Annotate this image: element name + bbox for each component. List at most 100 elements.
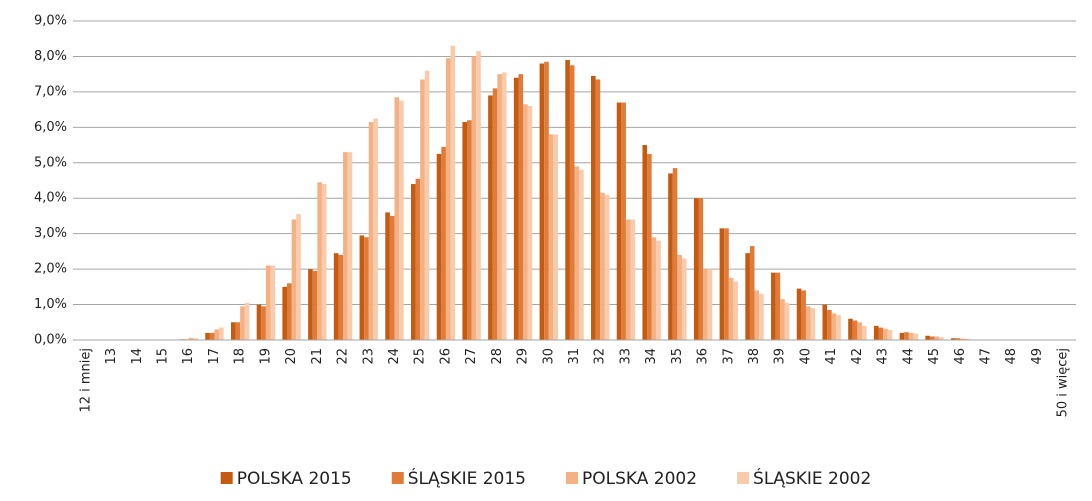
x-tick-label: 18 <box>233 348 248 365</box>
bar <box>518 74 524 341</box>
bar <box>488 95 493 340</box>
legend-label: POLSKA 2015 <box>237 469 352 489</box>
bar <box>780 299 785 340</box>
legend-swatch <box>391 472 404 484</box>
bar <box>501 72 507 341</box>
bar <box>553 134 558 340</box>
bar <box>951 338 956 340</box>
bar <box>733 281 739 340</box>
bar <box>569 65 575 341</box>
bar <box>373 118 378 340</box>
bar <box>244 302 250 340</box>
bar <box>565 59 570 340</box>
x-tick-label: 13 <box>104 348 119 365</box>
bar <box>287 283 292 340</box>
x-tick-label: 35 <box>670 348 685 365</box>
x-tick-label: 44 <box>901 348 916 365</box>
bar <box>296 214 301 340</box>
x-tick-label: 50 i więcej <box>1056 348 1071 417</box>
x-tick-label: 48 <box>1004 348 1019 365</box>
bar <box>728 277 734 340</box>
bar <box>899 332 905 340</box>
legend-swatch <box>220 472 233 484</box>
bar <box>523 104 528 341</box>
bar <box>420 79 425 340</box>
x-tick-label: 22 <box>336 348 351 365</box>
legend-label: ŚLĄSKIE 2002 <box>753 467 871 489</box>
legend-swatch <box>737 472 750 484</box>
x-tick-label: 28 <box>490 348 505 365</box>
bar <box>827 309 832 340</box>
bar <box>291 219 297 340</box>
bar <box>616 102 622 341</box>
x-tick-label: 29 <box>516 348 531 365</box>
bar <box>955 338 961 340</box>
bar <box>364 237 369 340</box>
bar <box>270 265 276 340</box>
y-tick-label: 8,0% <box>34 49 67 64</box>
bar <box>219 327 224 340</box>
x-tick-label: 38 <box>747 348 762 365</box>
bar <box>693 198 699 340</box>
x-tick-label: 14 <box>130 348 145 365</box>
bar <box>399 100 404 340</box>
bar <box>642 145 648 340</box>
bar <box>883 328 888 340</box>
bar <box>754 290 760 340</box>
bar <box>934 336 940 340</box>
bar <box>450 45 456 341</box>
legend-label: ŚLĄSKIE 2015 <box>408 467 526 489</box>
bar <box>939 337 944 340</box>
bar <box>630 219 636 340</box>
x-tick-label: 20 <box>284 348 299 365</box>
legend-label: POLSKA 2002 <box>582 469 697 489</box>
bar <box>476 51 481 340</box>
bar <box>343 152 348 340</box>
x-tick-label: 43 <box>876 348 891 365</box>
bar <box>681 258 687 340</box>
x-tick-label: 46 <box>953 348 968 365</box>
bar <box>230 322 236 340</box>
bar <box>878 327 884 340</box>
bar <box>312 270 318 340</box>
bar <box>436 153 442 340</box>
x-tick-label: 33 <box>618 348 633 365</box>
bar <box>848 318 853 340</box>
bar <box>471 56 477 340</box>
bar <box>647 153 652 340</box>
bar <box>394 97 400 340</box>
bar <box>925 335 930 340</box>
bar <box>385 212 390 340</box>
bar <box>707 269 713 340</box>
bar <box>513 77 519 340</box>
bar <box>467 120 472 340</box>
y-tick-label: 4,0% <box>34 191 67 206</box>
bar <box>651 237 657 340</box>
bar <box>836 315 841 340</box>
bar <box>960 338 965 340</box>
bar <box>749 246 755 340</box>
y-tick-label: 2,0% <box>34 262 67 277</box>
bar <box>441 146 446 340</box>
bar <box>775 272 781 340</box>
bar <box>548 134 554 340</box>
bar <box>338 254 344 340</box>
x-tick-label: 27 <box>464 348 479 365</box>
y-tick-label: 3,0% <box>34 226 67 241</box>
bar <box>656 240 661 340</box>
bar <box>831 313 837 340</box>
bar <box>672 168 678 340</box>
x-tick-label: 15 <box>156 348 171 365</box>
x-tick-label: 19 <box>258 348 273 365</box>
bar <box>205 332 210 340</box>
bar <box>188 337 194 340</box>
bar <box>703 269 708 340</box>
bar <box>424 70 430 340</box>
x-tick-label: 36 <box>696 348 711 365</box>
bar <box>539 63 545 341</box>
bar <box>698 198 704 340</box>
x-tick-label: 26 <box>438 348 453 365</box>
y-tick-label: 9,0% <box>34 14 67 29</box>
bar <box>308 269 313 340</box>
bar <box>668 173 673 340</box>
